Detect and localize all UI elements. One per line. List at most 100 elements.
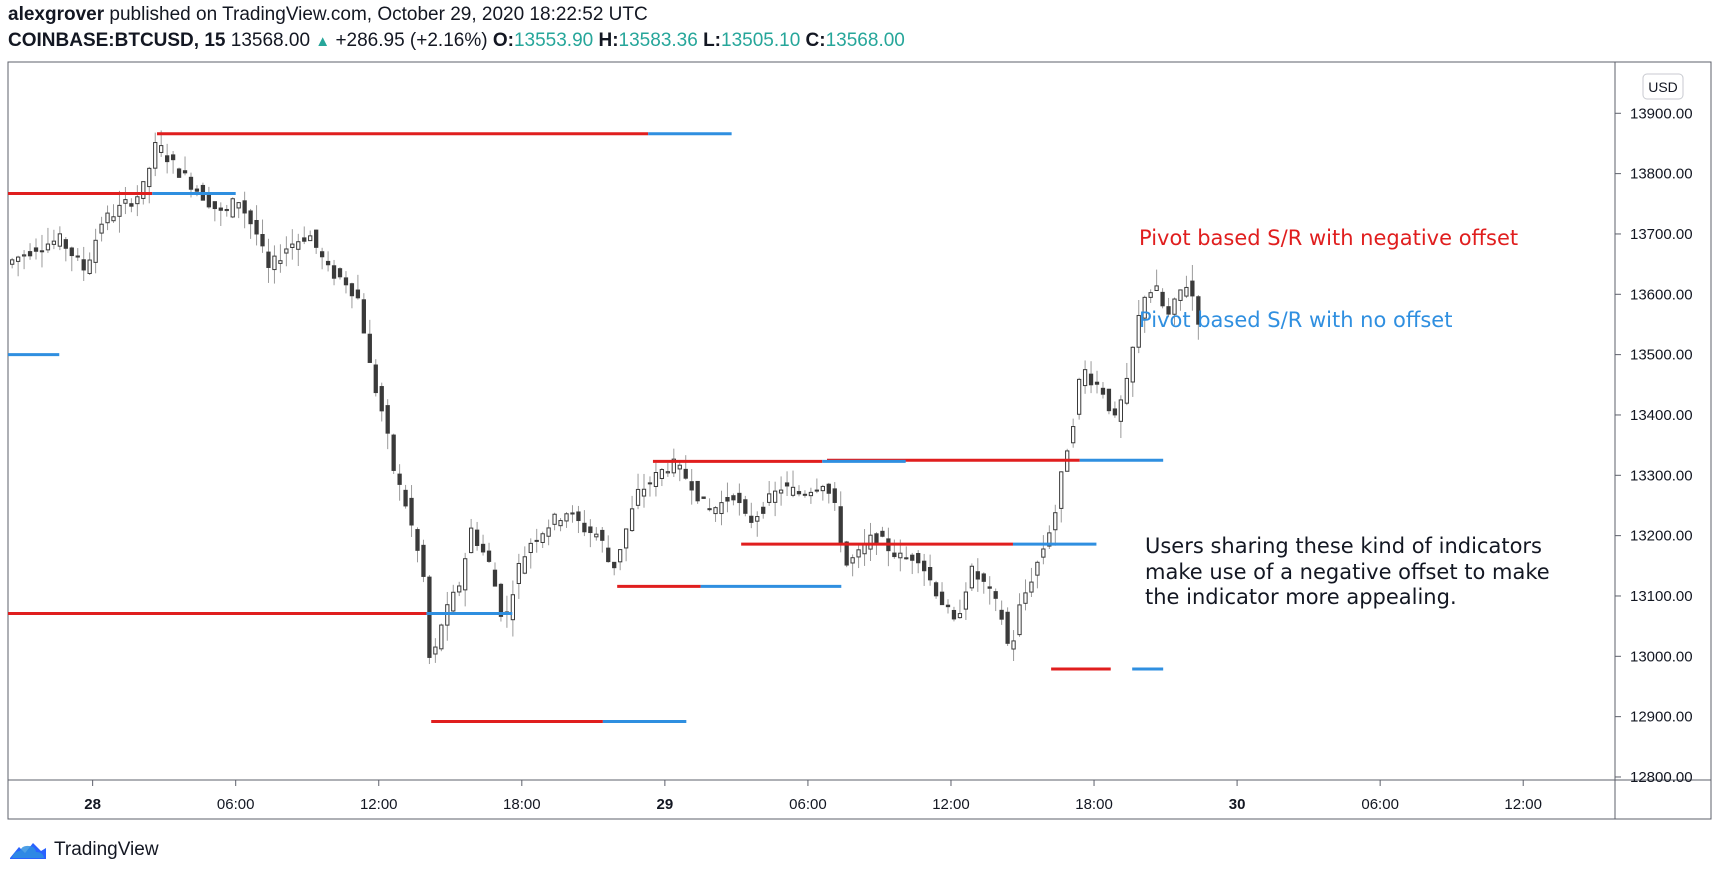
candle-body — [695, 480, 700, 502]
candle-body — [272, 255, 277, 271]
candle — [802, 490, 808, 498]
candle — [868, 522, 873, 562]
candle-body — [993, 591, 998, 599]
candle — [516, 553, 521, 599]
pivot-series-negative-offset — [8, 132, 1111, 723]
candle — [922, 553, 927, 586]
candle-body — [904, 557, 909, 560]
x-tick-label: 06:00 — [789, 796, 827, 813]
candle — [1166, 297, 1171, 318]
candle-body — [558, 520, 563, 527]
footer-brand[interactable]: TradingView — [8, 838, 159, 862]
candle-body — [254, 219, 259, 235]
candle-body — [1166, 306, 1171, 315]
candle-body — [916, 553, 921, 564]
candle-body — [951, 609, 957, 620]
candle-body — [224, 208, 229, 212]
candle-body — [1088, 373, 1094, 386]
candle-body — [141, 181, 146, 199]
candle — [33, 238, 39, 260]
candle-body — [653, 472, 659, 487]
candle-body — [1017, 604, 1022, 636]
candle-body — [1100, 387, 1106, 395]
candle-body — [987, 586, 992, 589]
candle-body — [570, 512, 575, 515]
candle — [433, 638, 438, 663]
candle — [1041, 535, 1046, 565]
candle — [1118, 395, 1123, 439]
candle-body — [773, 490, 778, 503]
candle — [385, 399, 390, 450]
candle — [218, 202, 223, 226]
candle — [552, 512, 557, 531]
candle-body — [552, 513, 557, 525]
x-tick-label: 18:00 — [1075, 796, 1113, 813]
candle — [999, 600, 1004, 625]
candle-body — [302, 237, 307, 242]
candle — [117, 190, 122, 233]
y-axis-layer[interactable]: 12800.00 12900.00 13000.00 13100.00 13200.00… — [1615, 105, 1693, 786]
candle — [743, 495, 748, 517]
candle-body — [635, 488, 641, 506]
candle — [135, 185, 140, 217]
candle-body — [385, 405, 390, 434]
candle-body — [725, 496, 730, 502]
candle-body — [10, 259, 15, 265]
candle-body — [910, 554, 915, 561]
candle — [457, 581, 462, 597]
candle — [510, 580, 516, 637]
candle — [1076, 377, 1082, 420]
annotation-note-line-2: make use of a negative offset to make — [1145, 560, 1550, 584]
candle-body — [63, 239, 68, 249]
currency-badge[interactable]: USD — [1642, 73, 1684, 100]
candle-body — [689, 481, 694, 491]
candle — [248, 208, 253, 239]
candle-body — [1154, 285, 1159, 291]
candle-body — [165, 155, 170, 163]
candle-body — [665, 471, 670, 474]
candle-body — [981, 573, 986, 582]
y-tick-label: 13500.00 — [1630, 347, 1693, 364]
x-tick-label: 28 — [84, 796, 101, 813]
x-tick-label: 06:00 — [1361, 796, 1399, 813]
candle — [612, 561, 617, 576]
y-tick-label: 13600.00 — [1630, 286, 1693, 303]
candle-body — [218, 207, 223, 211]
candle — [69, 246, 74, 272]
candle — [224, 204, 229, 217]
candle-body — [51, 240, 57, 245]
candle — [284, 236, 289, 267]
candle — [409, 485, 414, 537]
candle — [701, 496, 706, 499]
symbol-name[interactable]: COINBASE:BTCUSD, 15 — [8, 30, 226, 51]
candle — [343, 271, 349, 294]
x-axis-layer[interactable]: 28 06:00 12:00 18:00 29 06:00 12:00 18:00 30 06:0… — [84, 780, 1542, 813]
author-name[interactable]: alexgrover — [8, 4, 105, 25]
candle-body — [641, 488, 647, 497]
candle-body — [1148, 292, 1153, 298]
candle — [504, 595, 510, 628]
candle-body — [778, 489, 784, 494]
candle — [1059, 471, 1064, 523]
candle-body — [260, 234, 265, 247]
candle — [1023, 579, 1028, 611]
x-tick-label: 30 — [1229, 796, 1246, 813]
candle-body — [892, 552, 897, 558]
candle — [969, 563, 974, 592]
candle-body — [1130, 346, 1135, 383]
candle-body — [45, 243, 51, 251]
x-tick-label: 12:00 — [932, 796, 970, 813]
candle — [445, 591, 450, 641]
candle-body — [1106, 388, 1112, 412]
annotation-negative-offset: Pivot based S/R with negative offset — [1139, 226, 1518, 250]
candle — [254, 205, 259, 246]
candle-body — [236, 202, 241, 209]
candle — [331, 259, 337, 286]
candle-body — [755, 516, 760, 522]
candle-body — [403, 489, 408, 507]
candle-body — [87, 259, 92, 274]
candle — [463, 552, 468, 607]
candle-body — [629, 508, 635, 532]
candle-body — [683, 468, 688, 479]
